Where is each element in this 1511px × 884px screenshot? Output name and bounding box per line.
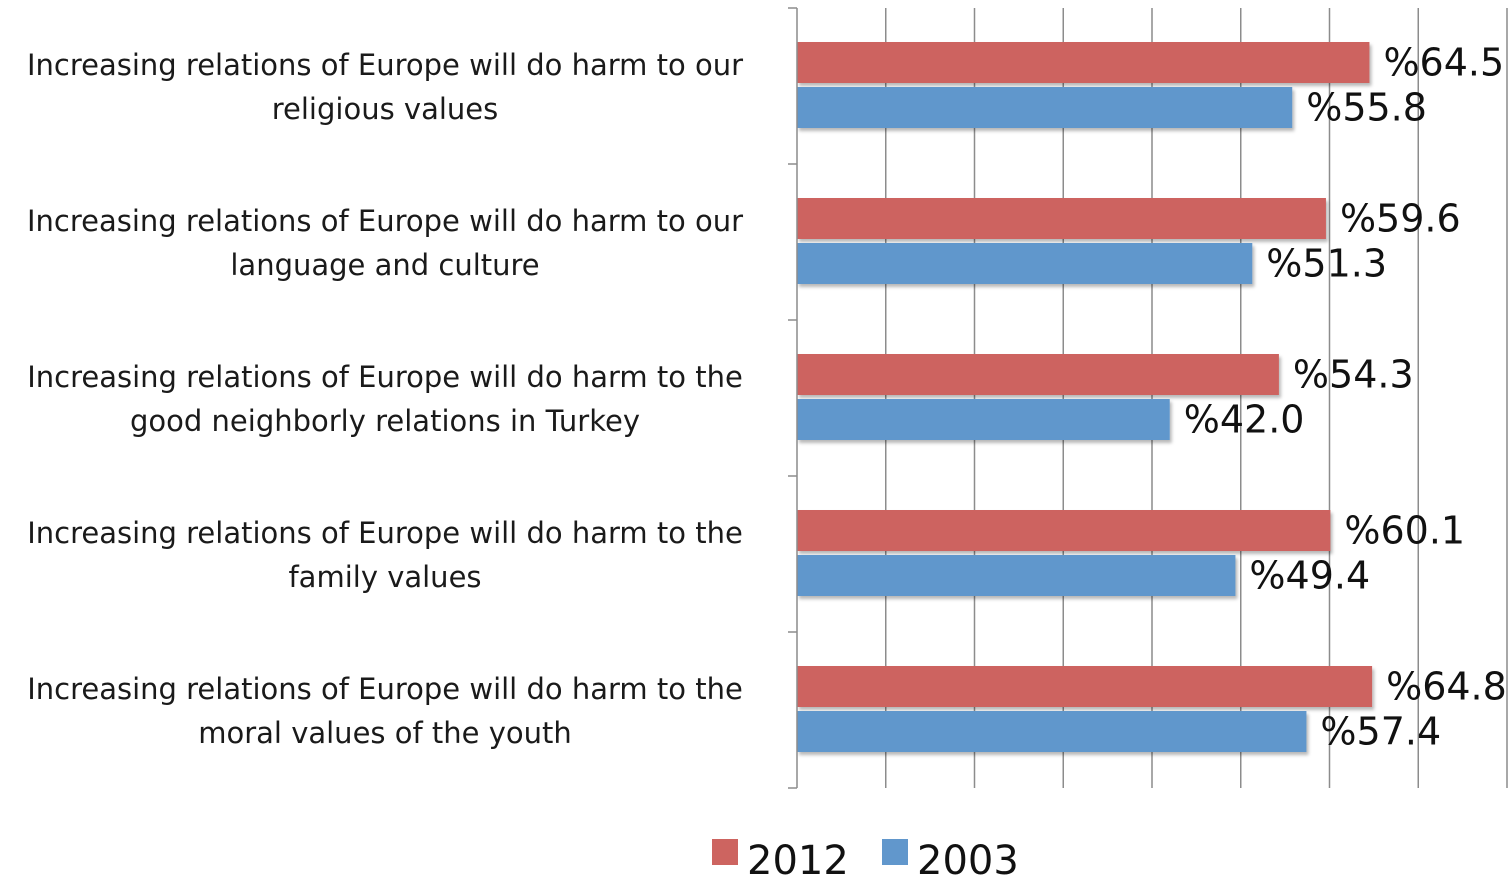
category-labels: Increasing relations of Europe will do h… bbox=[27, 48, 743, 750]
bar-2012-3 bbox=[797, 510, 1331, 551]
bar-2012-1 bbox=[797, 198, 1326, 239]
legend-label-2012: 2012 bbox=[747, 838, 849, 884]
data-label-2003-0: %55.8 bbox=[1306, 86, 1427, 130]
gridlines bbox=[885, 8, 1508, 788]
bar-2012-4 bbox=[797, 666, 1373, 707]
bars bbox=[797, 42, 1373, 752]
bar-2012-0 bbox=[797, 42, 1370, 83]
data-labels: %64.5 %59.6 %54.3 %60.1 %64.8 %55.8 %51.3 %42.0… bbox=[1184, 41, 1507, 754]
legend-swatch-2012 bbox=[712, 839, 738, 865]
data-label-2012-3: %60.1 bbox=[1344, 509, 1465, 553]
legend-swatch-2003 bbox=[882, 839, 908, 865]
data-label-2003-3: %49.4 bbox=[1249, 554, 1370, 598]
data-label-2003-4: %57.4 bbox=[1320, 710, 1441, 754]
bar-2003-3 bbox=[797, 555, 1236, 596]
category-label-0: Increasing relations of Europe will do h… bbox=[27, 48, 743, 126]
y-axis bbox=[788, 7, 798, 789]
data-label-2012-4: %64.8 bbox=[1386, 665, 1507, 709]
category-label-1: Increasing relations of Europe will do h… bbox=[27, 204, 743, 282]
data-label-2003-2: %42.0 bbox=[1184, 398, 1305, 442]
category-label-3: Increasing relations of Europe will do h… bbox=[27, 516, 743, 594]
data-label-2012-1: %59.6 bbox=[1340, 197, 1461, 241]
bar-2003-4 bbox=[797, 711, 1307, 752]
legend: 2012 2003 bbox=[712, 838, 1019, 884]
data-label-2003-1: %51.3 bbox=[1266, 242, 1387, 286]
bar-2003-1 bbox=[797, 243, 1253, 284]
data-label-2012-2: %54.3 bbox=[1293, 353, 1414, 397]
data-label-2012-0: %64.5 bbox=[1383, 41, 1504, 85]
category-label-2: Increasing relations of Europe will do h… bbox=[27, 360, 743, 438]
bar-2003-2 bbox=[797, 399, 1170, 440]
legend-label-2003: 2003 bbox=[917, 838, 1019, 884]
bar-2003-0 bbox=[797, 87, 1293, 128]
category-label-4: Increasing relations of Europe will do h… bbox=[27, 672, 743, 750]
bar-2012-2 bbox=[797, 354, 1279, 395]
